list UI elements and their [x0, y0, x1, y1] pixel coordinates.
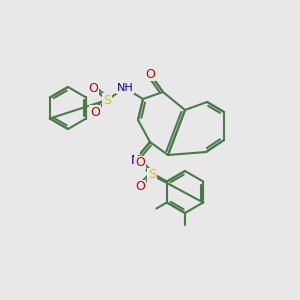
- Text: S: S: [103, 94, 111, 106]
- Text: O: O: [135, 181, 145, 194]
- Text: O: O: [135, 157, 145, 169]
- Text: S: S: [148, 169, 156, 182]
- Text: O: O: [90, 106, 100, 118]
- Text: O: O: [145, 68, 155, 80]
- Text: O: O: [88, 82, 98, 94]
- Text: N: N: [130, 154, 140, 166]
- Text: NH: NH: [117, 83, 134, 93]
